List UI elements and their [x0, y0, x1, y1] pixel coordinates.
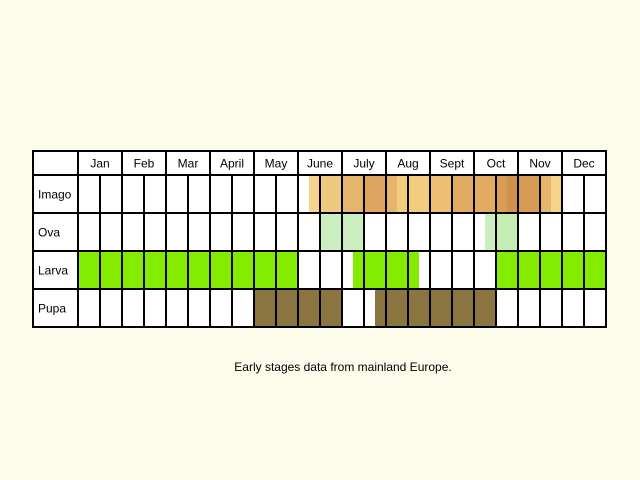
period-ova-2 [496, 213, 518, 251]
period-larva-2 [496, 251, 606, 289]
month-label: July [353, 157, 374, 171]
month-label: May [265, 157, 288, 171]
period-imago-4 [386, 175, 397, 213]
labels: Jan Feb Mar April May June July Aug Sept Oct Nov De… [38, 157, 595, 316]
stage-label: Imago [38, 188, 72, 202]
month-label: April [220, 157, 244, 171]
stage-label: Ova [38, 226, 60, 240]
stage-label: Pupa [38, 302, 66, 316]
month-label: Dec [573, 157, 594, 171]
month-label: Aug [397, 157, 418, 171]
month-label: Jan [90, 157, 109, 171]
month-label: Feb [134, 157, 155, 171]
month-label: Mar [178, 157, 199, 171]
period-imago-0 [309, 175, 320, 213]
table-border [32, 150, 607, 328]
period-imago-5 [397, 175, 430, 213]
caption: Early stages data from mainland Europe. [234, 360, 452, 374]
month-label: Oct [487, 157, 506, 171]
period-ova-1 [485, 213, 496, 251]
period-imago-12 [551, 175, 562, 213]
month-label: June [307, 157, 333, 171]
period-imago-10 [518, 175, 540, 213]
grid-lines [32, 150, 607, 328]
period-imago-9 [507, 175, 518, 213]
stage-label: Larva [38, 264, 68, 278]
period-pupa-1 [375, 289, 496, 327]
period-imago-6 [430, 175, 452, 213]
period-imago-2 [342, 175, 364, 213]
month-label: Nov [529, 157, 550, 171]
period-imago-1 [320, 175, 342, 213]
period-imago-8 [496, 175, 507, 213]
period-imago-11 [540, 175, 551, 213]
month-label: Sept [440, 157, 465, 171]
period-imago-3 [364, 175, 386, 213]
